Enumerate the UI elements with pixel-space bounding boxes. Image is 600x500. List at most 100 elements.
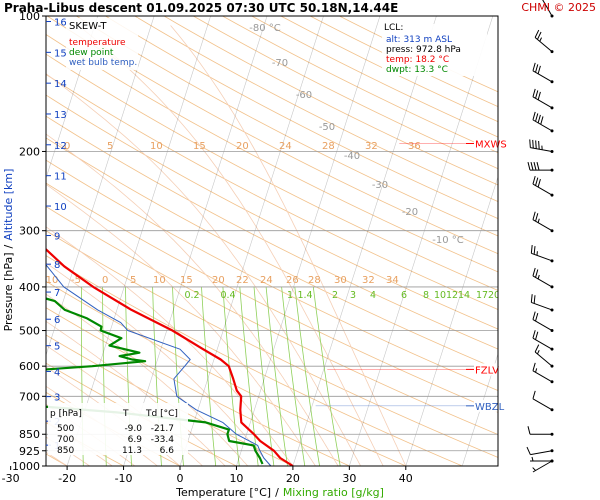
wind-barb-staff xyxy=(542,0,553,17)
p-tick-label: 925 xyxy=(19,445,40,458)
wind-barb-staff xyxy=(532,119,553,132)
pseudoadiabat-label: 24 xyxy=(260,275,273,286)
table-cell: -9.0 xyxy=(124,424,142,434)
mixing-ratio-label: 20 xyxy=(488,290,500,301)
isotherm-label: -70 xyxy=(272,58,288,69)
wind-barb-full xyxy=(526,446,531,455)
dry-adiabat xyxy=(46,34,498,273)
credit-label: CHMI © 2025 xyxy=(521,1,596,14)
dry-adiabats xyxy=(46,16,498,466)
x-tick-label: 0 xyxy=(177,472,184,485)
km-tick-label: 6 xyxy=(54,315,60,326)
legend-temperature: temperature xyxy=(69,38,126,48)
wind-barb-base xyxy=(550,80,554,84)
wind-barb-base xyxy=(550,364,554,368)
mixing-ratio-lines xyxy=(81,286,341,466)
isotherm xyxy=(66,16,211,466)
dry-adiabat-label: 0 xyxy=(64,141,70,152)
x-tick-label: -10 xyxy=(115,472,133,485)
wind-barb-base xyxy=(550,432,554,436)
dry-adiabat-label: 20 xyxy=(236,141,249,152)
dry-adiabat xyxy=(222,16,498,154)
wind-barb-full xyxy=(535,269,539,278)
wind-barb-full xyxy=(535,140,537,149)
wind-barb-base xyxy=(550,106,554,110)
km-tick-label: 5 xyxy=(54,342,60,353)
p-tick-label: 600 xyxy=(19,360,40,373)
y-axis-label: Pressure [hPa]/Altitude [km] xyxy=(2,169,15,332)
pseudoadiabat-label: 34 xyxy=(386,275,399,286)
dry-adiabat xyxy=(134,16,498,203)
wind-barb-staff xyxy=(532,183,553,196)
dry-adiabat xyxy=(46,280,406,466)
wind-barb-full xyxy=(535,213,539,222)
p-tick-label: 200 xyxy=(19,145,40,158)
wind-barb-staff xyxy=(532,70,553,83)
wind-barb-full xyxy=(532,211,536,220)
pseudoadiabat-label: -5 xyxy=(71,275,81,286)
wind-barb-full xyxy=(534,29,540,38)
wind-barb-base xyxy=(550,229,554,233)
x-tick-label: 30 xyxy=(342,472,356,485)
wind-barb-full xyxy=(535,90,539,99)
wind-barb-half xyxy=(537,274,540,280)
dry-adiabat xyxy=(46,362,237,466)
isotherm-label: -20 xyxy=(402,207,418,218)
wind-barb-staff xyxy=(530,450,553,456)
wind-barb-base xyxy=(550,149,554,153)
isotherm-label: -60 xyxy=(296,90,312,101)
km-tick-label: 14 xyxy=(54,79,67,90)
series-line-temperature xyxy=(46,247,294,466)
wind-barb-base xyxy=(550,329,554,333)
wind-barb-base xyxy=(550,408,554,412)
legend-wet-bulb: wet bulb temp. xyxy=(69,58,137,68)
lcl-title: LCL: xyxy=(384,23,403,33)
wind-barb-base xyxy=(550,50,554,54)
wind-barb-staff xyxy=(531,301,553,311)
marker-label: WBZL xyxy=(475,402,505,413)
wind-barb-base xyxy=(550,14,554,18)
dry-adiabat xyxy=(46,255,463,466)
table-cell: 700 xyxy=(57,435,74,445)
pseudoadiabat-label: 0 xyxy=(102,275,108,286)
wind-barb-full xyxy=(532,88,536,97)
wind-barb-full xyxy=(538,140,540,150)
dry-adiabat xyxy=(163,16,498,186)
isotherm xyxy=(46,16,98,180)
dry-adiabat xyxy=(310,16,498,108)
x-tick-label: -30 xyxy=(2,472,20,485)
wind-barb-full xyxy=(535,113,539,122)
mixing-ratio-label: 12 xyxy=(446,290,458,301)
mixing-ratio-label: 3 xyxy=(350,290,356,301)
wind-barb-full xyxy=(533,161,537,171)
mixing-ratio-label: 6 xyxy=(401,290,407,301)
km-tick-label: 12 xyxy=(54,141,67,152)
km-tick-label: 10 xyxy=(54,202,67,213)
marker-label: FZLV xyxy=(475,365,499,376)
mixing-ratio-line xyxy=(312,286,341,466)
dry-adiabat xyxy=(46,307,350,466)
lcl-press: press: 972.8 hPa xyxy=(386,45,461,55)
isotherm-label: -10 °C xyxy=(432,235,464,246)
table-cell: 6.6 xyxy=(160,446,175,456)
wind-barb-full xyxy=(536,161,540,171)
mixing-ratio-line xyxy=(294,286,320,466)
table-cell: 500 xyxy=(57,424,74,434)
p-tick-label: 1000 xyxy=(12,460,40,473)
wind-barb-base xyxy=(550,459,554,463)
isotherm-label: -40 xyxy=(344,151,360,162)
summary-table: p [hPa] T Td [°C] 500 -9.0 -21.7 700 6.9… xyxy=(48,403,188,456)
dry-adiabat xyxy=(46,53,498,291)
dry-adiabat-label: 28 xyxy=(322,141,335,152)
wind-barb-full xyxy=(535,331,539,340)
x-tick-label: -20 xyxy=(58,472,76,485)
wind-barb-base xyxy=(550,129,554,133)
km-tick-label: 16 xyxy=(54,18,67,29)
mixing-ratio-label: 4 xyxy=(370,290,376,301)
wind-barb-full xyxy=(530,245,533,254)
legend-title: SKEW-T xyxy=(69,21,107,32)
level-markers: MXWS FZLV WBZL xyxy=(315,137,510,413)
table-header-p: p [hPa] xyxy=(50,409,82,419)
chart-title: Praha-Libus descent 01.09.2025 07:30 UTC… xyxy=(4,1,398,15)
